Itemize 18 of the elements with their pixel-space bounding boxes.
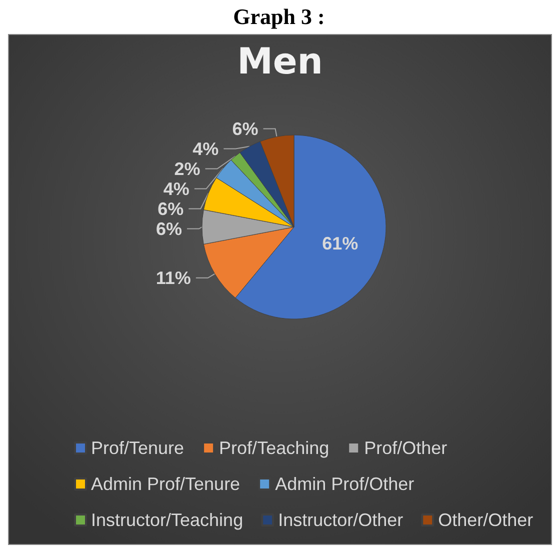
legend-label: Instructor/Teaching	[91, 510, 244, 530]
legend-label: Admin Prof/Other	[275, 474, 414, 494]
chart-title: Men	[237, 42, 323, 82]
legend-label: Instructor/Other	[278, 510, 404, 530]
legend-label: Prof/Teaching	[219, 438, 330, 458]
data-label: 6%	[158, 198, 184, 219]
legend-label: Other/Other	[438, 510, 534, 530]
data-label: 61%	[322, 234, 358, 254]
caption: Graph 3 :	[233, 4, 325, 29]
legend-label: Prof/Tenure	[91, 438, 184, 458]
data-label: 4%	[192, 138, 219, 159]
data-label: 4%	[163, 178, 190, 199]
data-label: 11%	[156, 268, 191, 288]
data-label: 6%	[232, 118, 258, 139]
legend-label: Admin Prof/Tenure	[91, 474, 240, 494]
data-label: 6%	[156, 218, 182, 239]
legend-label: Prof/Other	[364, 438, 448, 458]
data-label: 2%	[174, 158, 200, 179]
